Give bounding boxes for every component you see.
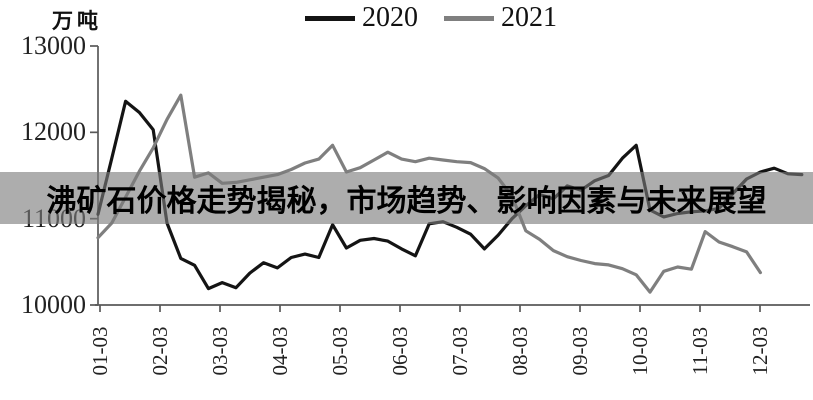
legend-line-swatch-2020 (305, 15, 355, 21)
y-tick-label: 12000 (21, 117, 86, 147)
x-tick-label: 02-03 (148, 326, 172, 376)
headline-title: 沸矿石价格走势揭秘，市场趋势、影响因素与未来展望 (46, 185, 767, 218)
y-axis-unit-label: 万吨 (52, 9, 102, 33)
x-tick-label: 03-03 (208, 326, 232, 376)
x-tick-label: 06-03 (388, 326, 412, 376)
x-tick-label: 11-03 (688, 326, 712, 376)
x-tick-label: 04-03 (268, 326, 292, 376)
x-tick-label: 07-03 (448, 326, 472, 376)
x-tick-label: 08-03 (508, 326, 532, 376)
x-tick-label: 10-03 (628, 326, 652, 376)
legend-label-2020: 2020 (362, 2, 418, 33)
headline-overlay-band: 沸矿石价格走势揭秘，市场趋势、影响因素与未来展望 (0, 172, 813, 224)
legend-item-2020: 2020 (305, 1, 418, 35)
legend-line-swatch-2021 (444, 15, 494, 21)
x-tick-label: 09-03 (568, 326, 592, 376)
legend-label-2021: 2021 (501, 2, 557, 33)
chart-legend: 2020 2021 (305, 0, 583, 36)
y-tick-label: 13000 (21, 31, 86, 60)
x-tick-label: 05-03 (328, 326, 352, 376)
x-tick-label: 12-03 (748, 326, 772, 376)
x-tick-label: 01-03 (88, 326, 112, 376)
y-tick-label: 10000 (21, 290, 86, 319)
legend-item-2021: 2021 (444, 1, 557, 35)
x-tick-marks (99, 305, 761, 312)
